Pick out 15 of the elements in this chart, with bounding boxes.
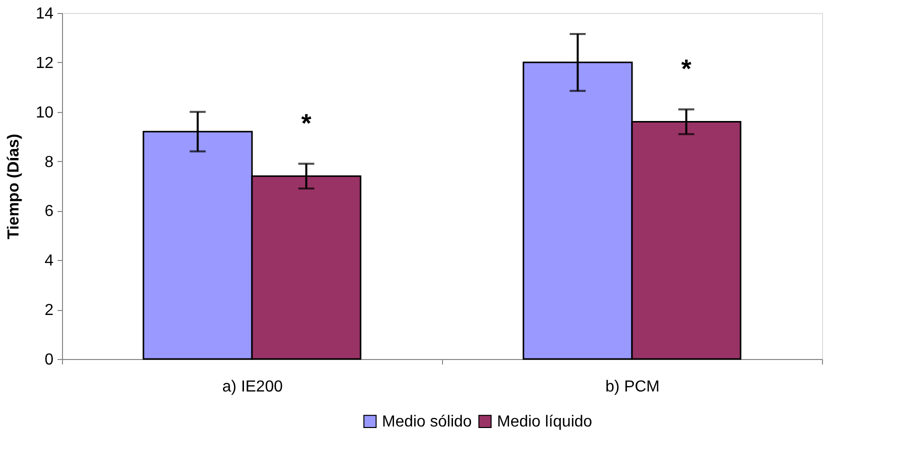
y-tick-label: 6 [44, 203, 54, 220]
x-tick-label: a) IE200 [222, 378, 283, 396]
y-axis-title: Tiempo (Días) [6, 134, 23, 240]
y-tick-label: 4 [44, 252, 54, 270]
y-tick-label: 0 [44, 352, 54, 368]
y-tick-label: 12 [36, 54, 54, 72]
y-tick-label: 8 [44, 154, 54, 171]
annotation: * [681, 53, 692, 84]
legend-label: Medio líquido [497, 413, 592, 430]
legend-label: Medio sólido [382, 413, 472, 430]
y-tick-label: 2 [44, 302, 54, 320]
y-tick-label: 14 [36, 6, 54, 22]
annotation: * [301, 108, 312, 138]
x-tick-label: b) PCM [605, 378, 660, 396]
y-tick-label: 10 [36, 104, 54, 122]
